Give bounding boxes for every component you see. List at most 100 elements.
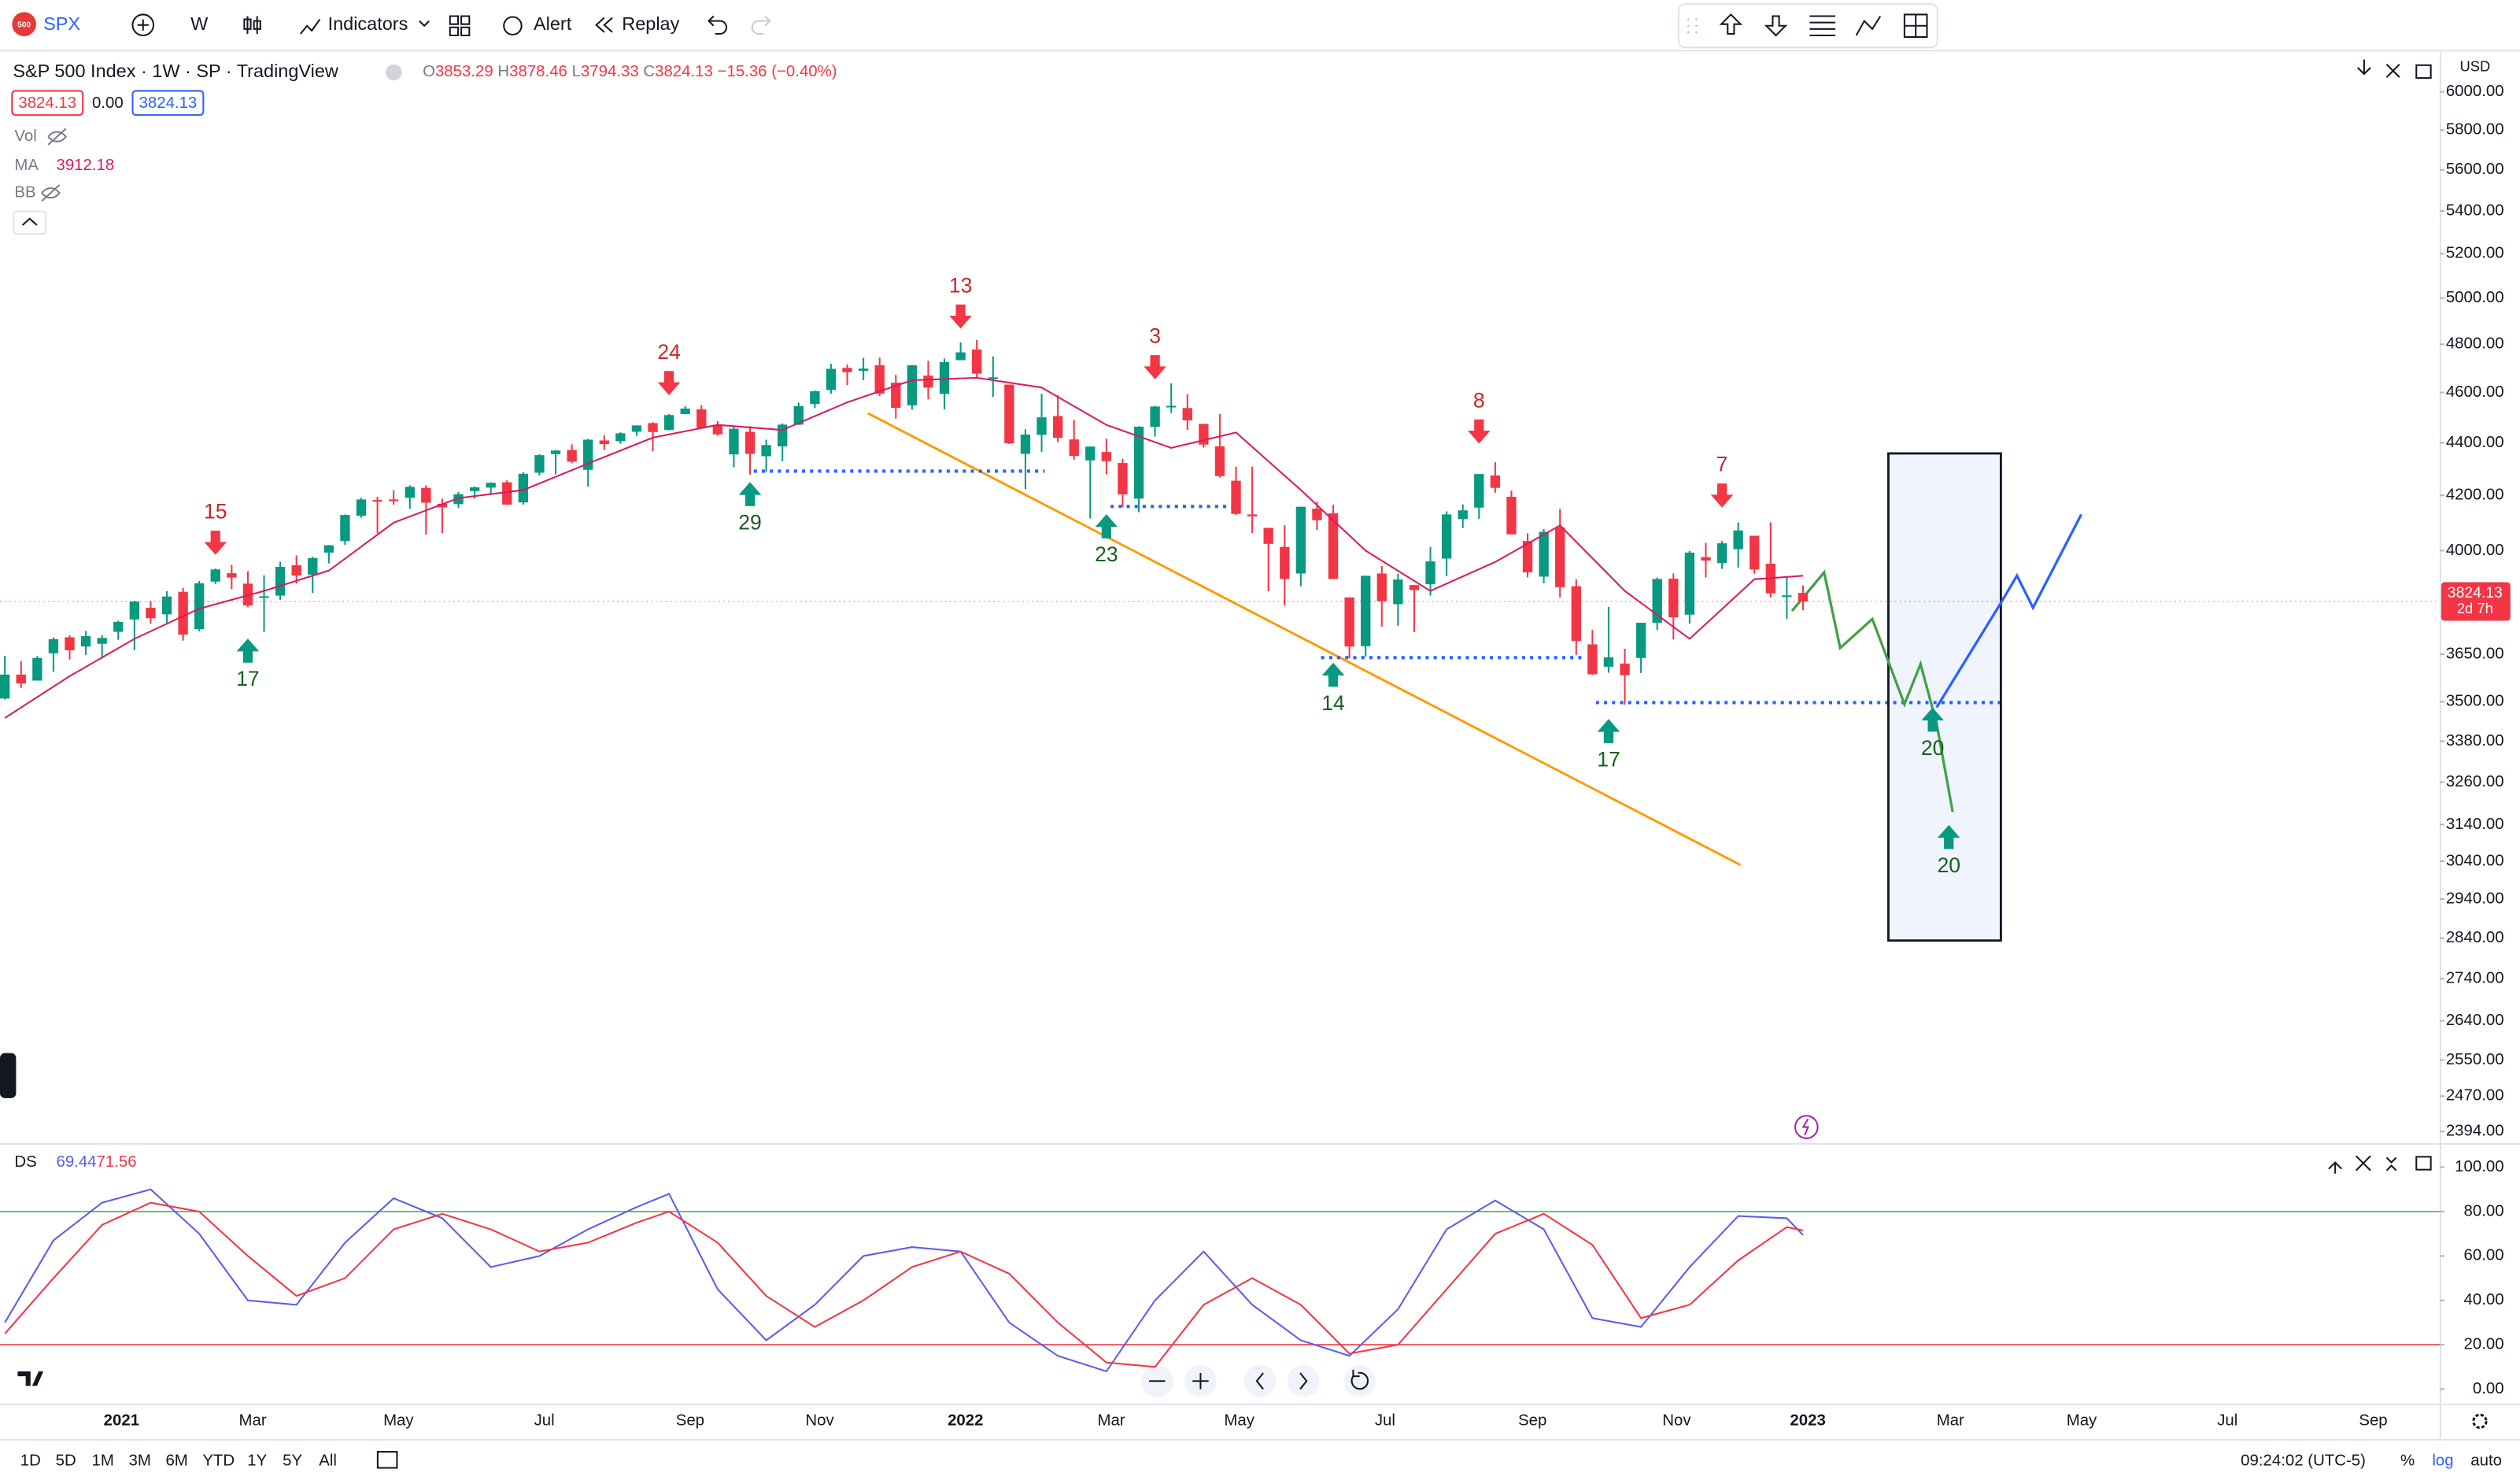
range-button[interactable]: YTD — [202, 1453, 235, 1470]
x-tick-label: 2023 — [1790, 1412, 1825, 1430]
projection-path[interactable] — [1935, 513, 2082, 709]
pane-button[interactable] — [2415, 1156, 2432, 1171]
candle-body — [1782, 595, 1792, 598]
sell-badge[interactable] — [11, 90, 84, 117]
date-range-button[interactable] — [376, 1451, 398, 1469]
candle-body — [453, 494, 464, 505]
hidden-icon[interactable] — [47, 128, 68, 146]
interval[interactable]: W — [190, 13, 209, 34]
candle-body — [567, 450, 577, 462]
scroll-right[interactable] — [1287, 1364, 1320, 1397]
alert-button[interactable]: Alert — [534, 13, 572, 34]
x-tick-label: May — [1224, 1412, 1254, 1430]
range-button[interactable]: 3M — [128, 1453, 150, 1470]
auto-toggle[interactable]: auto — [2470, 1453, 2502, 1470]
candle-body — [631, 425, 642, 432]
signal-arrow — [1467, 419, 1491, 444]
settings-button[interactable] — [2472, 1413, 2488, 1429]
chart-type-button[interactable] — [243, 16, 261, 34]
signal-arrow — [738, 482, 762, 506]
candle-body — [340, 515, 350, 542]
x-tick-label: 2022 — [948, 1412, 983, 1430]
region-tool[interactable] — [1903, 13, 1928, 39]
layout-button[interactable] — [449, 15, 471, 37]
indicators-button[interactable]: Indicators — [328, 13, 408, 34]
reset-view[interactable] — [1343, 1364, 1376, 1397]
settings-tool[interactable] — [1809, 15, 1836, 37]
signal-arrow — [1095, 514, 1118, 538]
oscillator-value: 69.44 — [56, 1153, 96, 1171]
currency[interactable]: USD — [2459, 58, 2490, 75]
candle-body — [1716, 543, 1727, 564]
legend-toggle[interactable] — [386, 64, 402, 81]
y-tick-label: 0.00 — [2473, 1380, 2504, 1397]
candle-body — [1118, 463, 1128, 494]
log-toggle[interactable]: log — [2432, 1453, 2453, 1470]
range-button[interactable]: 1M — [92, 1453, 114, 1470]
candle-body — [356, 499, 367, 516]
range-button[interactable]: 6M — [165, 1453, 187, 1470]
trend-line[interactable] — [867, 412, 1742, 866]
signal-arrow — [1937, 824, 1960, 849]
percent-toggle[interactable]: % — [2400, 1453, 2415, 1470]
oscillator-value: 71.56 — [97, 1153, 137, 1171]
y-tick-label: 2640.00 — [2446, 1012, 2504, 1029]
candle-body — [939, 361, 950, 394]
candle-body — [1409, 585, 1420, 590]
scroll-left-handle[interactable] — [0, 1053, 17, 1098]
y-tick-label: 2740.00 — [2446, 970, 2504, 987]
candle-body — [146, 608, 156, 619]
signal-label: 23 — [1095, 542, 1118, 566]
replay-button[interactable]: Replay — [622, 13, 679, 34]
drag-handle[interactable] — [1687, 18, 1698, 33]
indicators-dropdown[interactable] — [419, 20, 430, 28]
pane-button[interactable] — [2385, 64, 2400, 78]
tv-logo[interactable] — [17, 1371, 44, 1386]
up-arrow-tool[interactable] — [1719, 13, 1743, 35]
candle-body — [1166, 405, 1177, 408]
pane-button[interactable] — [2415, 64, 2432, 80]
symbol[interactable]: SPX — [43, 13, 80, 34]
candle-body — [534, 455, 545, 473]
candle-body — [421, 487, 431, 503]
x-tick-label: Jul — [1375, 1412, 1395, 1430]
candle-body — [1361, 575, 1371, 646]
path-tool[interactable] — [1855, 15, 1882, 36]
symbol-logo[interactable] — [12, 12, 36, 37]
candle-body — [1393, 579, 1403, 605]
signal-label: 24 — [657, 340, 681, 364]
candle-body — [761, 445, 771, 457]
range-button[interactable]: 5Y — [283, 1453, 302, 1470]
hidden-icon[interactable] — [41, 184, 61, 202]
y-tick-label: 5600.00 — [2446, 161, 2504, 178]
pane-button[interactable] — [2357, 59, 2371, 76]
candle-body — [323, 545, 334, 553]
compare-button[interactable] — [131, 13, 155, 37]
undo-button[interactable] — [708, 15, 727, 35]
study-bb[interactable]: BB — [14, 184, 35, 202]
down-arrow-tool[interactable] — [1764, 15, 1788, 37]
range-button[interactable]: 5D — [56, 1453, 76, 1470]
legend-title: S&P 500 Index · 1W · SP · TradingView — [13, 61, 338, 81]
range-button[interactable]: 1D — [20, 1453, 41, 1470]
redo-button[interactable] — [751, 15, 771, 35]
study-ma[interactable]: MA — [14, 157, 39, 174]
candle-body — [1635, 623, 1646, 658]
scroll-left[interactable] — [1243, 1364, 1277, 1397]
range-button[interactable]: 1Y — [247, 1453, 267, 1470]
pane-buttons[interactable] — [2328, 1155, 2397, 1174]
range-button[interactable]: All — [319, 1453, 337, 1470]
candle-body — [648, 423, 658, 432]
candle-body — [1133, 426, 1144, 499]
candle-body — [1684, 552, 1695, 615]
collapse-legend[interactable] — [13, 210, 47, 235]
study-vol[interactable]: Vol — [14, 128, 36, 145]
buy-badge[interactable] — [131, 90, 205, 117]
drawings — [753, 412, 2082, 942]
x-tick-label: Mar — [1937, 1412, 1964, 1430]
ohlc-change: −15.36 (−0.40%) — [718, 63, 837, 80]
ohlc-value: 3853.29 — [435, 63, 493, 80]
plot: 1D 5D 1M 3M 6M YTD 1Y 5Y All 6000.00 5800.00 5600.0… — [0, 83, 2511, 1470]
